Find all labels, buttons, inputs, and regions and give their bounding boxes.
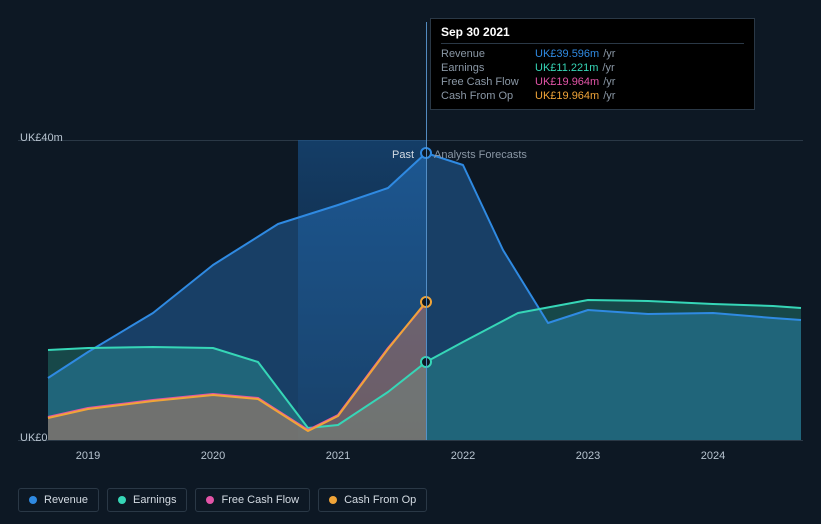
tooltip-row-label: Free Cash Flow (441, 76, 535, 88)
legend-dot-icon (29, 496, 37, 504)
legend-dot-icon (329, 496, 337, 504)
tooltip: Sep 30 2021 RevenueUK£39.596m/yrEarnings… (430, 18, 755, 110)
legend-item-label: Revenue (44, 494, 88, 506)
tooltip-row: Cash From OpUK£19.964m/yr (441, 89, 744, 103)
x-axis-label: 2020 (201, 450, 225, 462)
tooltip-row-value: UK£11.221m (535, 62, 598, 74)
legend-item-cashfromop[interactable]: Cash From Op (318, 488, 427, 512)
x-axis-label: 2023 (576, 450, 600, 462)
legend-item-revenue[interactable]: Revenue (18, 488, 99, 512)
x-axis-label: 2019 (76, 450, 100, 462)
legend-item-label: Free Cash Flow (221, 494, 299, 506)
x-axis-label: 2021 (326, 450, 350, 462)
legend-item-label: Earnings (133, 494, 176, 506)
tooltip-date: Sep 30 2021 (441, 25, 744, 44)
legend: Revenue Earnings Free Cash Flow Cash From O… (18, 488, 427, 512)
legend-dot-icon (118, 496, 126, 504)
section-label-past: Past (392, 149, 414, 161)
chart-area: UK£40m UK£0 Past Analysts Forecasts 2019… (18, 10, 803, 440)
tooltip-row-unit: /yr (603, 90, 615, 102)
tooltip-row-unit: /yr (603, 48, 615, 60)
tooltip-row-unit: /yr (602, 62, 614, 74)
tooltip-row-label: Cash From Op (441, 90, 535, 102)
tooltip-row-label: Revenue (441, 48, 535, 60)
x-axis-label: 2022 (451, 450, 475, 462)
legend-dot-icon (206, 496, 214, 504)
tooltip-row-value: UK£19.964m (535, 90, 599, 102)
legend-item-earnings[interactable]: Earnings (107, 488, 187, 512)
tooltip-row-unit: /yr (603, 76, 615, 88)
tooltip-row: EarningsUK£11.221m/yr (441, 61, 744, 75)
tooltip-row: RevenueUK£39.596m/yr (441, 47, 744, 61)
tooltip-row-value: UK£19.964m (535, 76, 599, 88)
section-label-forecasts: Analysts Forecasts (434, 149, 527, 161)
legend-item-freecashflow[interactable]: Free Cash Flow (195, 488, 310, 512)
legend-item-label: Cash From Op (344, 494, 416, 506)
tooltip-marker-line (426, 22, 427, 440)
tooltip-row: Free Cash FlowUK£19.964m/yr (441, 75, 744, 89)
tooltip-row-value: UK£39.596m (535, 48, 599, 60)
x-axis-label: 2024 (701, 450, 725, 462)
tooltip-row-label: Earnings (441, 62, 535, 74)
